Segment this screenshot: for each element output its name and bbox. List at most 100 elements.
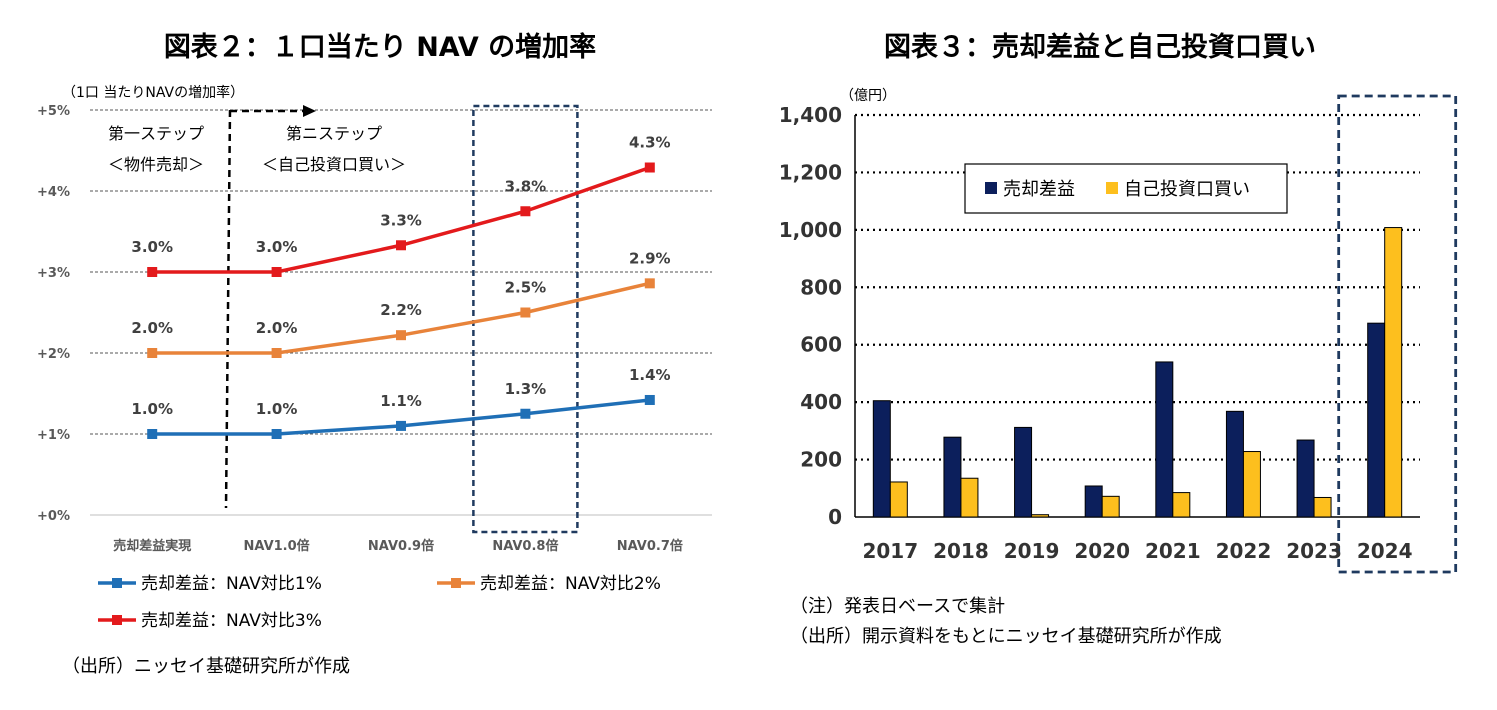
chart2-x-tick-label: 2019 [1004,539,1060,563]
chart1-legend-marker [112,615,122,625]
chart1-data-point [271,267,282,277]
chart1-data-label: 2.0% [256,319,298,337]
chart2-bar [1296,439,1315,518]
chart2-y-axis-label: （億円） [840,88,896,104]
chart1-highlight-box [472,104,579,534]
chart2-x-ticks: 2017 2018 2019 2020 2021 2022 2023 2024 [862,539,1412,563]
chart1-y-axis-label: （1口 当たりNAVの増加率） [62,84,244,101]
chart2-x-tick-label: 2021 [1145,539,1201,563]
chart1-legend-marker [112,578,122,588]
chart2-bar [1242,451,1261,518]
chart2-legend-box [964,163,1288,214]
chart2-y-tick-label: 600 [800,333,842,357]
chart1-data-label: 3.8% [505,177,547,195]
chart1-data-point [147,429,158,439]
chart2-bar [1084,485,1103,518]
chart1-data-label: 3.0% [131,238,173,256]
stage-arrow-head-icon [303,105,316,117]
chart1-data-label: 1.4% [629,366,671,384]
chart1-data-label: 1.0% [131,400,173,418]
chart1-data-label: 3.3% [380,211,422,229]
chart1-data-label: 3.0% [256,238,298,256]
chart1-data-point [396,420,406,431]
chart2-x-tick-label: 2020 [1074,539,1130,563]
chart1-y-ticks: +0% +1% +2% +3% +4% +5% [37,104,70,524]
chart1-series: 1.0% 1.0% 1.1% 1.3% 1.4% 2.0% 2.0% 2.2% 2.5% 2.9%… [131,134,671,439]
chart2-bar [1367,322,1386,518]
chart1-data-label: 1.0% [256,400,298,418]
chart2-legend-swatch [985,182,997,194]
chart1-x-tick-label: NAV0.9倍 [368,538,434,554]
chart1-data-point [644,162,655,173]
chart2-title: 図表３：売却差益と自己投資口買い [884,31,1316,63]
chart1-x-tick-label: NAV0.7倍 [617,538,683,554]
chart2-y-tick-label: 1,200 [779,160,842,184]
chart2-bars [872,94,1458,574]
chart1-data-point [520,307,531,318]
chart1-data-point [644,278,655,289]
chart2-y-tick-label: 1,400 [779,103,842,127]
chart1-y-tick-label: +1% [37,428,70,443]
chart2-bar [943,436,962,518]
chart2-y-tick-label: 0 [828,505,842,529]
stage1-subtitle: ＜物件売却＞ [108,155,204,174]
chart2-x-tick-label: 2023 [1286,539,1342,563]
chart2-bar [1155,361,1174,518]
chart2-legend-swatch [1106,182,1118,194]
chart1-data-label: 2.5% [505,279,547,297]
chart1-x-ticks: 売却差益実現 NAV1.0倍 NAV0.9倍 NAV0.8倍 NAV0.7倍 [113,538,683,554]
chart1-data-point [147,267,158,277]
chart2-x-tick-label: 2024 [1357,539,1413,563]
chart2-bar [960,477,979,518]
chart2-bar [1225,410,1244,518]
chart1-gridlines [90,109,712,516]
chart2-legend-label: 自己投資口買い [1124,179,1250,200]
chart2-legend: 売却差益 自己投資口買い [964,163,1288,214]
chart1-x-tick-label: 売却差益実現 [113,538,191,554]
stage2-title: 第ニステップ [286,124,382,143]
chart1-data-point [271,348,282,358]
chart1-data-label: 2.9% [629,249,671,267]
chart1-legend-label: 売却差益：NAV対比3% [141,611,322,631]
chart2-bar [1014,426,1033,518]
chart2-y-tick-label: 1,000 [779,218,842,242]
stage2-subtitle: ＜自己投資口買い＞ [262,155,406,174]
stage1-title: 第一ステップ [108,124,204,143]
chart2-bar [1101,495,1120,518]
chart2-x-tick-label: 2018 [933,539,989,563]
chart2-highlight-box [1337,94,1458,574]
chart2-legend-label: 売却差益 [1003,179,1075,200]
chart1-data-label: 4.3% [629,134,671,152]
chart1-y-tick-label: +5% [37,104,70,119]
stage-divider-line [224,109,232,509]
chart1-data-point [271,429,282,439]
chart1-data-label: 2.2% [380,301,422,319]
chart1-data-point [147,348,158,358]
chart2-source-note: （出所）開示資料をもとにニッセイ基礎研究所が作成 [790,626,1222,647]
chart2-bar [1313,496,1332,518]
chart1-data-point [520,206,531,217]
chart1-data-label: 1.1% [380,392,422,410]
chart2-bar [1031,514,1050,518]
chart1-y-tick-label: +4% [37,185,70,200]
chart2-bar [1172,492,1191,518]
chart2-x-tick-label: 2017 [862,539,918,563]
chart2-bar [889,481,908,518]
chart2-y-tick-label: 800 [800,275,842,299]
chart1-data-point [396,240,406,251]
chart1-title: 図表２：１口当たり NAV の増加率 [164,31,596,63]
chart1-x-tick-label: NAV1.0倍 [244,538,310,554]
chart1-data-label: 2.0% [131,319,173,337]
chart1-source-note: （出所）ニッセイ基礎研究所が作成 [62,656,350,677]
chart2-y-tick-label: 200 [800,448,842,472]
chart1-legend-marker [451,578,461,588]
chart1-legend: 売却差益：NAV対比1% 売却差益：NAV対比2% 売却差益：NAV対比3% [98,574,661,631]
chart2-bar [872,400,891,518]
chart1-legend-label: 売却差益：NAV対比1% [141,574,322,594]
chart2-bar [1384,227,1403,518]
chart1-y-tick-label: +3% [37,266,70,281]
chart1-data-point [396,330,406,341]
chart1-data-label: 1.3% [505,380,547,398]
nav-growth-chart: 図表２：１口当たり NAV の増加率 （1口 当たりNAVの増加率） +0% +1… [37,31,712,677]
